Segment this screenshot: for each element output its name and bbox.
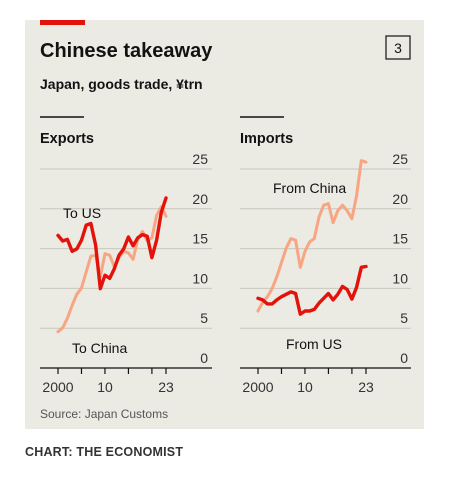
series-label-to-us: To US [63,205,101,221]
chart-title: Chinese takeaway [40,40,213,62]
imports-panel-title: Imports [240,131,293,147]
exports-y-tick-labels: 0 5 10 15 20 25 [192,151,208,366]
imports-x-tick-label-2000: 2000 [242,379,273,395]
series-line-to-us [56,196,168,291]
series-label-from-china: From China [273,180,346,196]
imports-y-tick-label-0: 0 [400,350,408,366]
imports-y-tick-label-20: 20 [392,191,408,207]
imports-x-tick-label-10: 10 [297,379,313,395]
exports-y-tick-label-10: 10 [192,270,208,286]
exports-y-tick-label-5: 5 [200,310,208,326]
exports-panel: Exports 0 5 10 15 20 25 2000 10 23 To US To C… [40,116,212,395]
exports-x-tick-label-23: 23 [158,379,174,395]
series-line-from-us [256,264,368,316]
imports-x-ticks [257,368,367,374]
series-line-to-china [56,205,168,334]
imports-y-tick-label-15: 15 [392,231,408,247]
chart-credit: CHART: THE ECONOMIST [25,445,183,459]
exports-y-tick-label-0: 0 [200,350,208,366]
exports-y-tick-label-15: 15 [192,231,208,247]
exports-panel-title: Exports [40,131,94,147]
imports-x-tick-label-23: 23 [358,379,374,395]
exports-y-tick-label-25: 25 [192,151,208,167]
imports-y-tick-label-25: 25 [392,151,408,167]
exports-x-tick-label-2000: 2000 [42,379,73,395]
series-line-from-china [256,159,368,313]
chart-number-badge-box [385,35,411,60]
imports-gridlines [240,168,411,369]
exports-series-lines [56,196,168,334]
exports-x-tick-label-10: 10 [97,379,113,395]
exports-x-ticks [57,368,167,374]
exports-gridlines [40,168,212,369]
series-label-from-us: From US [286,336,342,352]
source-note: Source: Japan Customs [40,407,168,421]
exports-y-tick-label-20: 20 [192,191,208,207]
imports-y-tick-labels: 0 5 10 15 20 25 [392,151,408,366]
imports-y-tick-label-10: 10 [392,270,408,286]
series-label-to-china: To China [72,340,127,356]
imports-series-lines [256,159,368,316]
chart-number-badge: 3 [394,40,402,56]
brand-red-bar [40,20,85,25]
chart-subtitle: Japan, goods trade, ¥trn [40,76,203,92]
imports-y-tick-label-5: 5 [400,310,408,326]
imports-panel: Imports 0 5 10 15 20 25 2000 10 23 From China… [240,116,411,395]
